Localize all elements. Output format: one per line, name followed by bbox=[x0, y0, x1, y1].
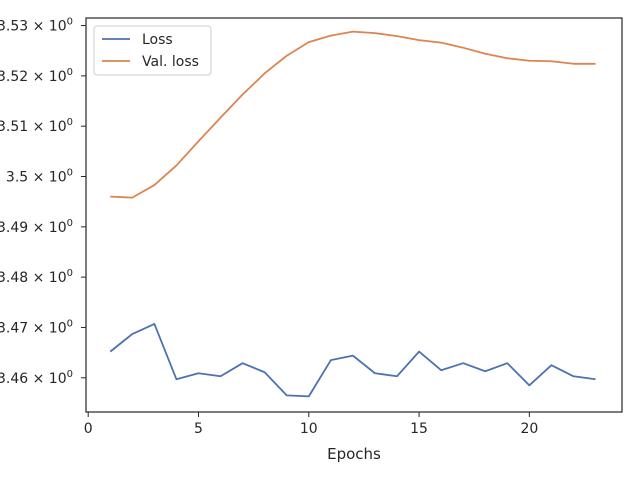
y-tick-label: 3.52 × 100 bbox=[0, 67, 73, 85]
x-axis: 0 5 10 15 20 bbox=[84, 412, 538, 437]
x-tick-label: 20 bbox=[520, 421, 538, 437]
x-tick-label: 10 bbox=[300, 421, 318, 437]
legend: Loss Val. loss bbox=[93, 25, 212, 76]
y-tick-label: 3.46 × 100 bbox=[0, 369, 73, 387]
plot-frame bbox=[85, 17, 623, 413]
x-tick-label: 0 bbox=[84, 421, 93, 437]
series-line-val-loss bbox=[110, 30, 596, 199]
y-tick-label: 3.49 × 100 bbox=[0, 218, 73, 236]
series-layer bbox=[109, 30, 596, 398]
y-tick-label: 3.47 × 100 bbox=[0, 318, 73, 336]
x-tick-label: 5 bbox=[194, 421, 203, 437]
series-line-loss bbox=[109, 323, 596, 398]
x-tick-label: 15 bbox=[410, 421, 428, 437]
y-axis: 3.46 × 100 3.47 × 100 3.48 × 100 3.49 × 100… bbox=[0, 17, 86, 387]
y-tick-label: 3.48 × 100 bbox=[0, 268, 73, 286]
y-tick-label: 3.51 × 100 bbox=[0, 117, 73, 135]
x-axis-label: Epochs bbox=[327, 445, 381, 463]
legend-label-loss: Loss bbox=[142, 32, 173, 48]
y-tick-label: 3.5 × 100 bbox=[6, 168, 73, 186]
plot-area bbox=[86, 18, 622, 412]
legend-label-val-loss: Val. loss bbox=[142, 54, 199, 70]
y-tick-label: 3.53 × 100 bbox=[0, 17, 73, 35]
